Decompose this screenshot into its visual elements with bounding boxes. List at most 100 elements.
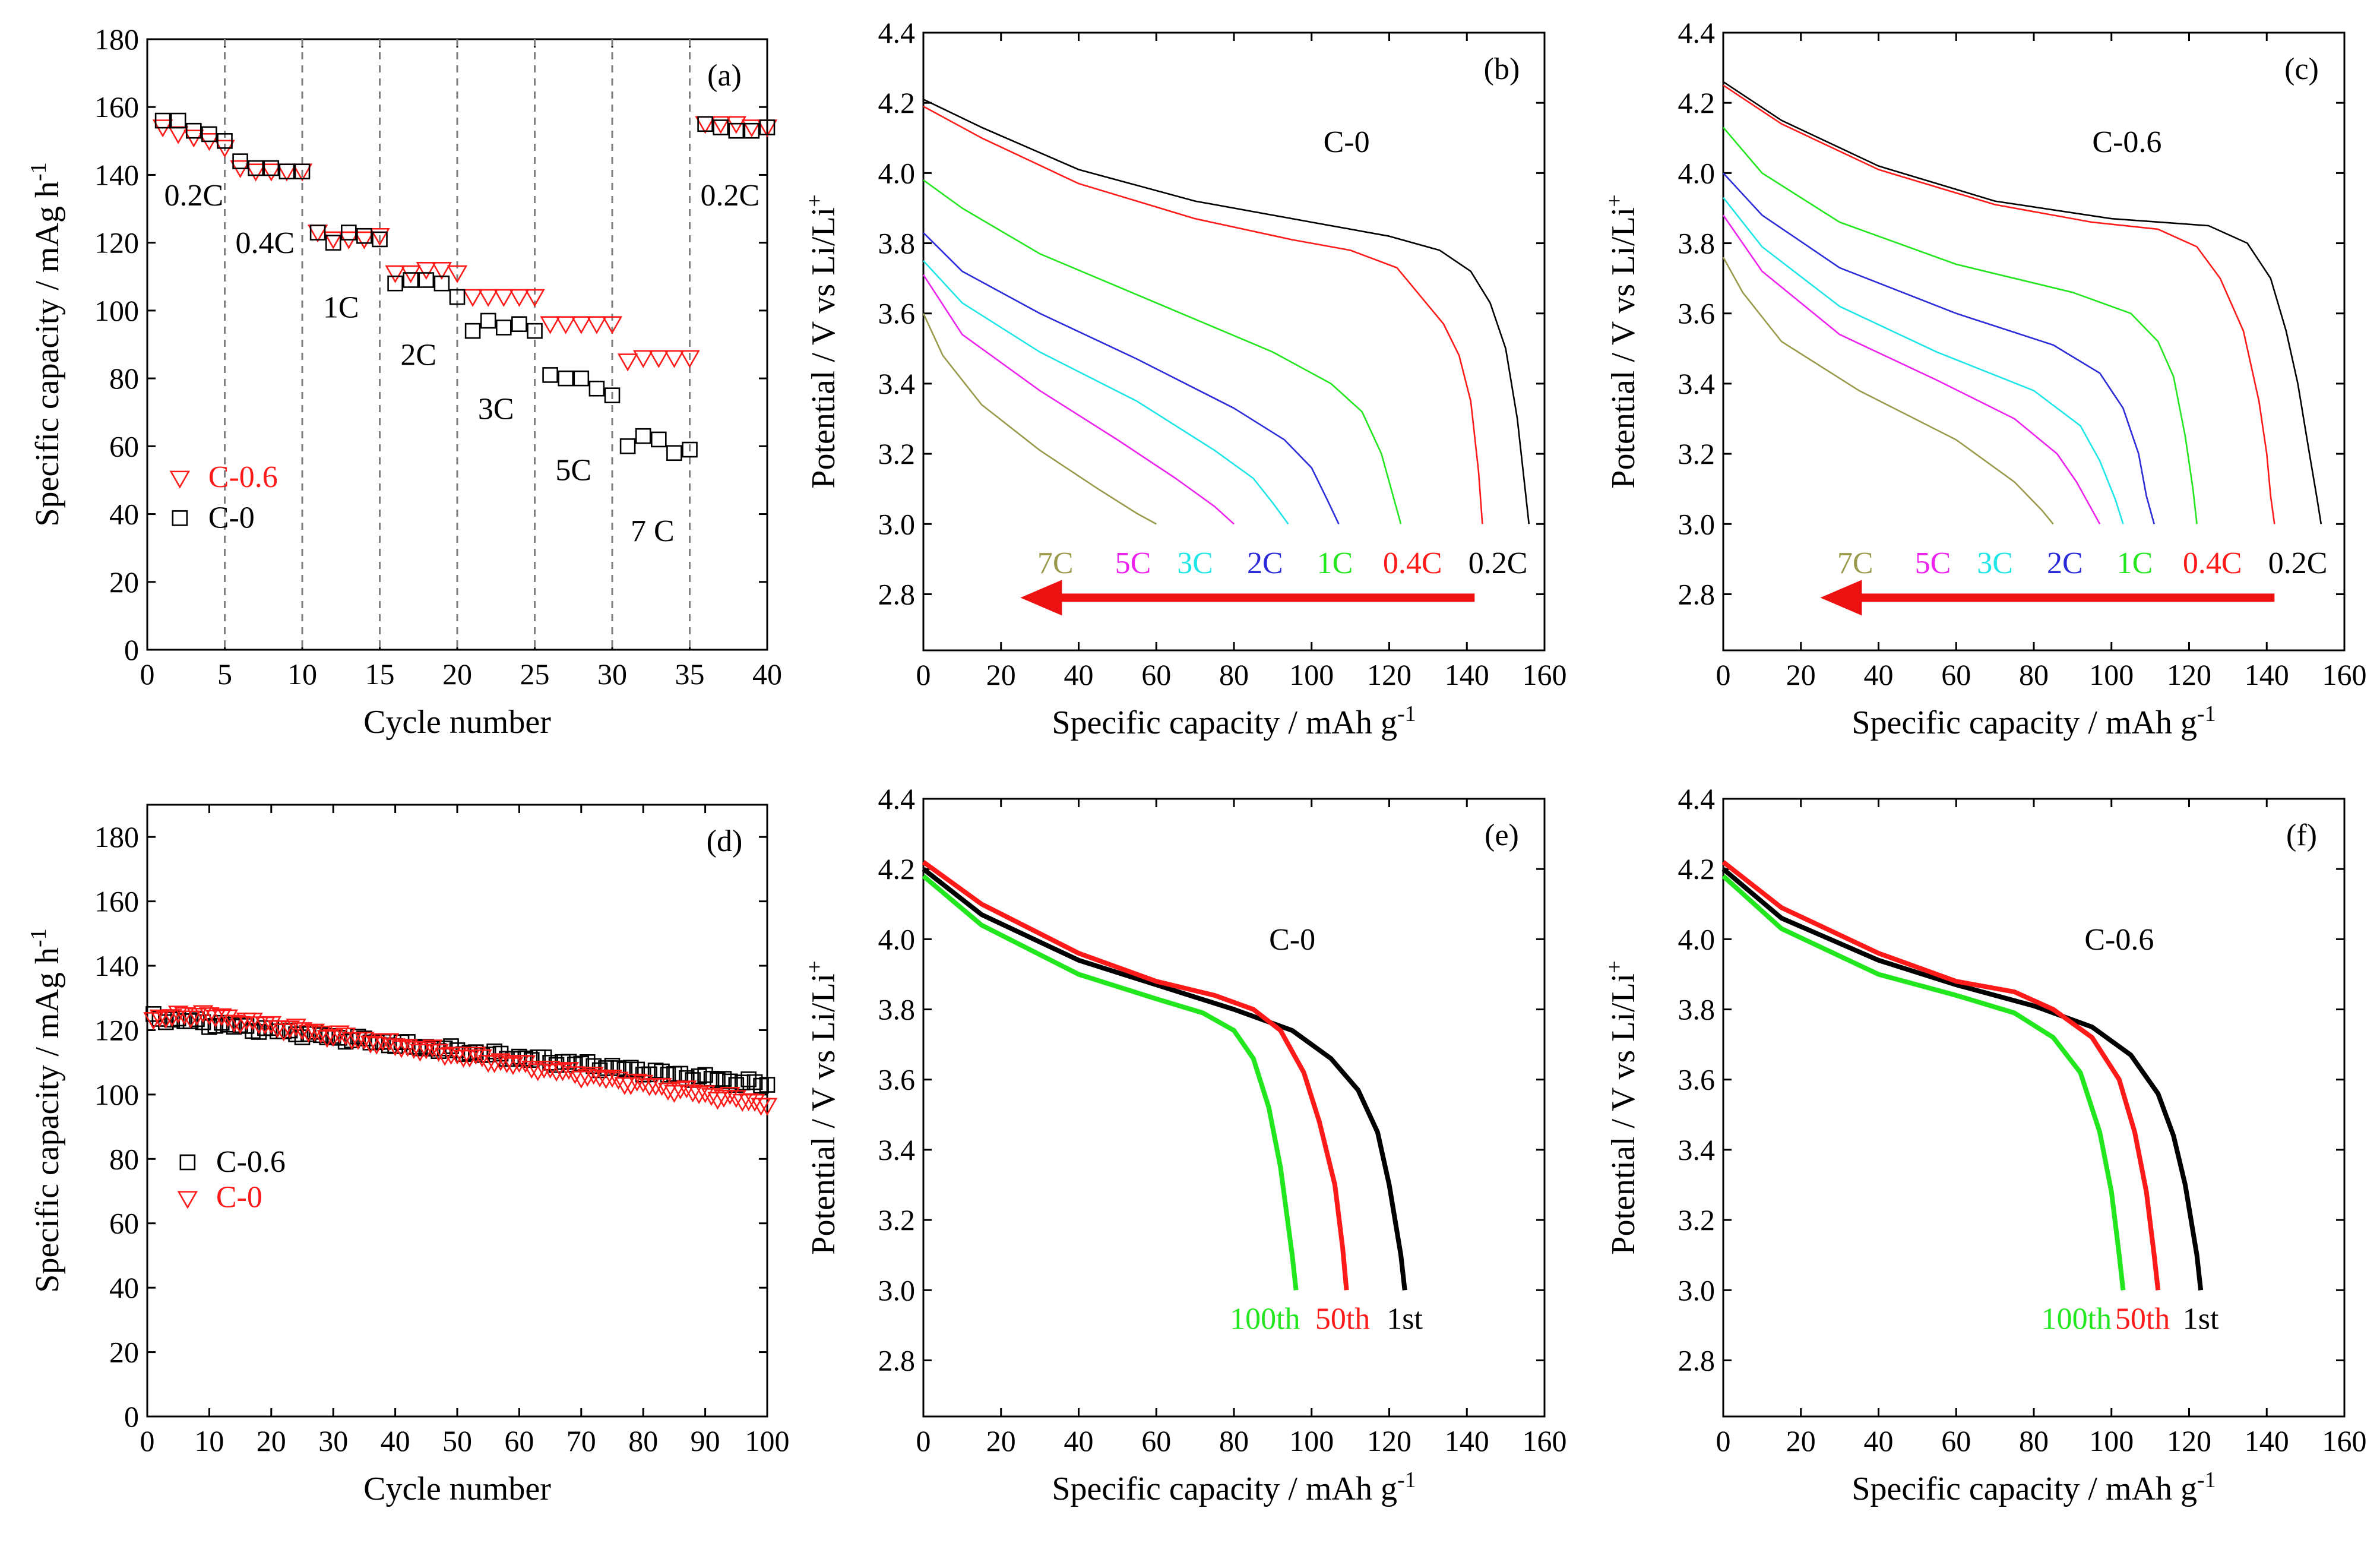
data-point-C-0.6 [207, 1017, 224, 1034]
rate-label: 2C [2047, 546, 2083, 580]
data-point-C-0 [199, 1007, 220, 1026]
data-point-C-0.6 [695, 116, 716, 134]
plot-frame [1722, 798, 2346, 1418]
y-tick-label: 3.4 [1678, 1133, 1716, 1166]
x-tick-label: 100 [2089, 658, 2134, 691]
data-point-C-0.6 [710, 1072, 726, 1088]
y-tick-label: 40 [109, 1271, 139, 1304]
x-tick-label: 160 [1523, 1424, 1567, 1457]
sample-title: C-0.6 [2084, 923, 2154, 957]
rate-annotation: 3C [478, 393, 514, 426]
data-point-C-0 [657, 1083, 679, 1101]
y-tick-label: 4.4 [1678, 782, 1716, 815]
x-tick-label: 80 [1219, 1424, 1249, 1457]
y-tick-label: 80 [109, 362, 139, 395]
rate-label: 3C [1977, 546, 2013, 580]
x-axis-label: Specific capacity / mAh g-1 [1052, 701, 1416, 741]
panel-label: (e) [1485, 818, 1519, 852]
data-point-C-0.6 [540, 316, 561, 334]
x-tick-label: 100 [1289, 1424, 1334, 1457]
x-tick-label: 80 [1219, 658, 1249, 691]
y-axis-label: Potential / V vs Li/Li+ [802, 194, 842, 488]
data-point-C-0 [248, 160, 264, 176]
data-point-C-0 [540, 1061, 561, 1079]
legend-label: C-0 [208, 501, 255, 535]
data-point-C-0.6 [632, 350, 654, 368]
data-point-C-0 [311, 1026, 331, 1044]
y-tick-label: 4.4 [1678, 16, 1716, 49]
panel-label: (c) [2284, 52, 2319, 86]
y-tick-label: 3.8 [1678, 993, 1716, 1026]
panel-label: (d) [707, 824, 743, 858]
data-point-C-0 [604, 387, 621, 403]
data-point-C-0 [192, 1005, 214, 1023]
data-point-C-0 [294, 163, 311, 180]
rate-label: 0.2C [1468, 546, 1528, 580]
y-tick-label: 120 [94, 1013, 139, 1046]
x-tick-label: 60 [1141, 658, 1171, 691]
y-tick-label: 160 [94, 90, 139, 124]
discharge-curve-7C [1722, 257, 2054, 525]
y-tick-label: 3.6 [1678, 1063, 1716, 1096]
discharge-curve-3C [923, 260, 1289, 525]
data-point-C-0.6 [145, 1006, 162, 1022]
rate-label: 0.2C [2268, 546, 2328, 580]
data-point-C-0 [433, 275, 450, 292]
data-point-C-0 [558, 1062, 580, 1080]
data-point-C-0 [180, 1010, 201, 1029]
y-tick-label: 3.6 [878, 297, 916, 330]
y-tick-label: 20 [109, 565, 139, 599]
data-point-C-0 [335, 1027, 356, 1046]
x-tick-label: 80 [2019, 1424, 2049, 1457]
y-tick-label: 2.8 [878, 577, 916, 611]
discharge-curve-0.2C [923, 99, 1530, 524]
y-tick-label: 3.6 [1678, 297, 1716, 330]
data-point-C-0 [682, 1084, 703, 1103]
x-tick-label: 120 [1367, 658, 1411, 691]
x-axis-label: Cycle number [363, 1471, 551, 1507]
rate-annotation: 7 C [631, 514, 675, 548]
sample-title: C-0 [1269, 923, 1315, 957]
data-point-C-0 [588, 380, 605, 397]
data-point-C-0.6 [617, 353, 638, 372]
cycle-label: 100th [2042, 1302, 2112, 1336]
discharge-curve-3C [1722, 197, 2124, 524]
x-tick-label: 25 [520, 657, 550, 691]
x-tick-label: 60 [1141, 1424, 1171, 1457]
rate-label: 1C [1317, 546, 1353, 580]
y-tick-label: 4.2 [878, 852, 916, 886]
data-point-C-0 [697, 116, 713, 132]
discharge-curve-1C [1723, 127, 2198, 524]
rate-label: 1C [2117, 546, 2153, 580]
x-tick-label: 140 [1445, 1424, 1489, 1457]
x-tick-label: 20 [257, 1424, 286, 1457]
x-tick-label: 0 [1716, 1424, 1731, 1457]
data-point-C-0.6 [276, 163, 298, 182]
y-tick-label: 3.8 [878, 993, 916, 1026]
data-point-C-0 [205, 1010, 226, 1028]
x-tick-label: 60 [1941, 658, 1971, 691]
y-tick-label: 40 [109, 498, 139, 531]
data-point-C-0.6 [648, 350, 669, 368]
rate-label: 5C [1115, 546, 1151, 580]
data-point-C-0 [387, 275, 403, 292]
x-tick-label: 40 [1064, 1424, 1094, 1457]
data-point-C-0 [242, 1013, 263, 1031]
x-tick-label: 15 [365, 657, 395, 691]
data-point-C-0 [596, 1071, 616, 1089]
data-point-C-0.6 [759, 1077, 776, 1093]
x-tick-label: 120 [2167, 1424, 2211, 1457]
y-tick-label: 100 [94, 1078, 139, 1111]
y-axis-label: Potential / V vs Li/Li+ [1602, 194, 1642, 488]
data-point-C-0 [186, 1008, 207, 1026]
x-axis-label: Cycle number [363, 704, 551, 741]
y-tick-label: 4.4 [878, 16, 916, 49]
y-tick-label: 3.0 [1678, 1273, 1716, 1307]
data-point-C-0 [459, 1049, 480, 1068]
x-tick-label: 140 [1445, 658, 1489, 691]
data-point-C-0.6 [602, 316, 623, 334]
data-point-C-0.6 [746, 1074, 763, 1090]
data-point-C-0 [527, 1063, 548, 1082]
data-point-C-0 [325, 235, 341, 251]
